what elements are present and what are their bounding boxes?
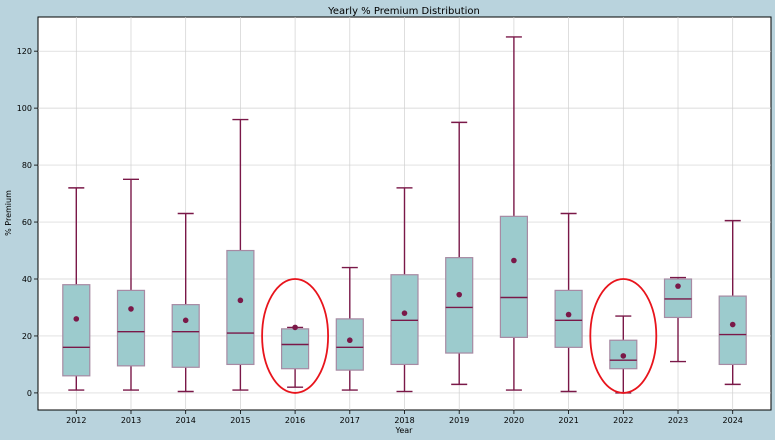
x-tick-label: 2024	[723, 416, 743, 425]
y-tick-label: 0	[27, 389, 32, 398]
x-tick-label: 2016	[285, 416, 305, 425]
x-tick-label: 2021	[558, 416, 578, 425]
y-tick-label: 20	[22, 332, 32, 341]
iqr-box	[445, 257, 474, 354]
mean-marker	[620, 353, 627, 359]
box-2022	[609, 315, 638, 394]
box-2024	[718, 219, 747, 386]
box-2014	[171, 212, 200, 393]
mean-marker	[729, 321, 736, 328]
x-axis: 2012 2013 2014 2015 2016 2017 2018 2019 2020 2021…	[66, 410, 743, 425]
x-tick-label: 2019	[449, 416, 469, 425]
iqr-box	[390, 274, 419, 366]
mean-marker	[292, 324, 298, 331]
iqr-box	[226, 249, 255, 366]
mean-marker	[675, 283, 681, 289]
x-axis-label: Year	[395, 426, 414, 435]
x-tick-label: 2017	[340, 416, 360, 425]
mean-marker	[128, 306, 134, 312]
y-tick-label: 80	[22, 161, 32, 170]
boxes	[62, 36, 747, 394]
x-tick-label: 2013	[121, 416, 141, 425]
box-2017	[335, 266, 364, 391]
box-2023	[663, 276, 693, 363]
x-tick-label: 2020	[504, 416, 524, 425]
iqr-box	[335, 318, 364, 371]
highlight-circle-2022	[589, 278, 658, 394]
mean-marker	[565, 311, 572, 318]
x-tick-label: 2022	[613, 416, 633, 425]
box-2020	[499, 36, 529, 391]
mean-marker	[456, 291, 463, 298]
highlight-circles	[261, 278, 658, 394]
iqr-box	[499, 215, 529, 338]
x-tick-label: 2012	[66, 416, 86, 425]
box-2018	[390, 187, 419, 393]
x-tick-label: 2015	[230, 416, 250, 425]
y-tick-label: 40	[22, 275, 32, 284]
y-tick-label: 100	[17, 104, 32, 113]
iqr-box	[62, 284, 91, 377]
box-2016	[280, 324, 310, 388]
iqr-box	[280, 328, 310, 370]
mean-marker	[346, 337, 353, 344]
box-2013	[116, 178, 146, 391]
iqr-box	[116, 289, 146, 367]
y-tick-label: 120	[17, 47, 32, 56]
chart-title: Yearly % Premium Distribution	[327, 6, 480, 17]
box-2021	[554, 212, 583, 393]
y-axis: 0 20 40 60 80 100 120	[17, 47, 38, 398]
mean-marker	[73, 316, 80, 322]
box-2015	[226, 118, 255, 391]
box-2019	[445, 121, 474, 386]
x-tick-label: 2018	[394, 416, 414, 425]
mean-marker	[237, 297, 244, 304]
y-tick-label: 60	[22, 218, 32, 227]
x-tick-label: 2023	[668, 416, 688, 425]
iqr-box	[171, 304, 200, 368]
iqr-box	[718, 295, 747, 366]
highlight-circle-2016	[261, 278, 329, 394]
x-tick-label: 2014	[176, 416, 196, 425]
mean-marker	[182, 317, 189, 324]
mean-marker	[511, 257, 517, 264]
iqr-box	[554, 289, 583, 348]
y-axis-label: % Premium	[4, 190, 13, 236]
mean-marker	[401, 310, 408, 316]
box-2012	[62, 187, 91, 391]
